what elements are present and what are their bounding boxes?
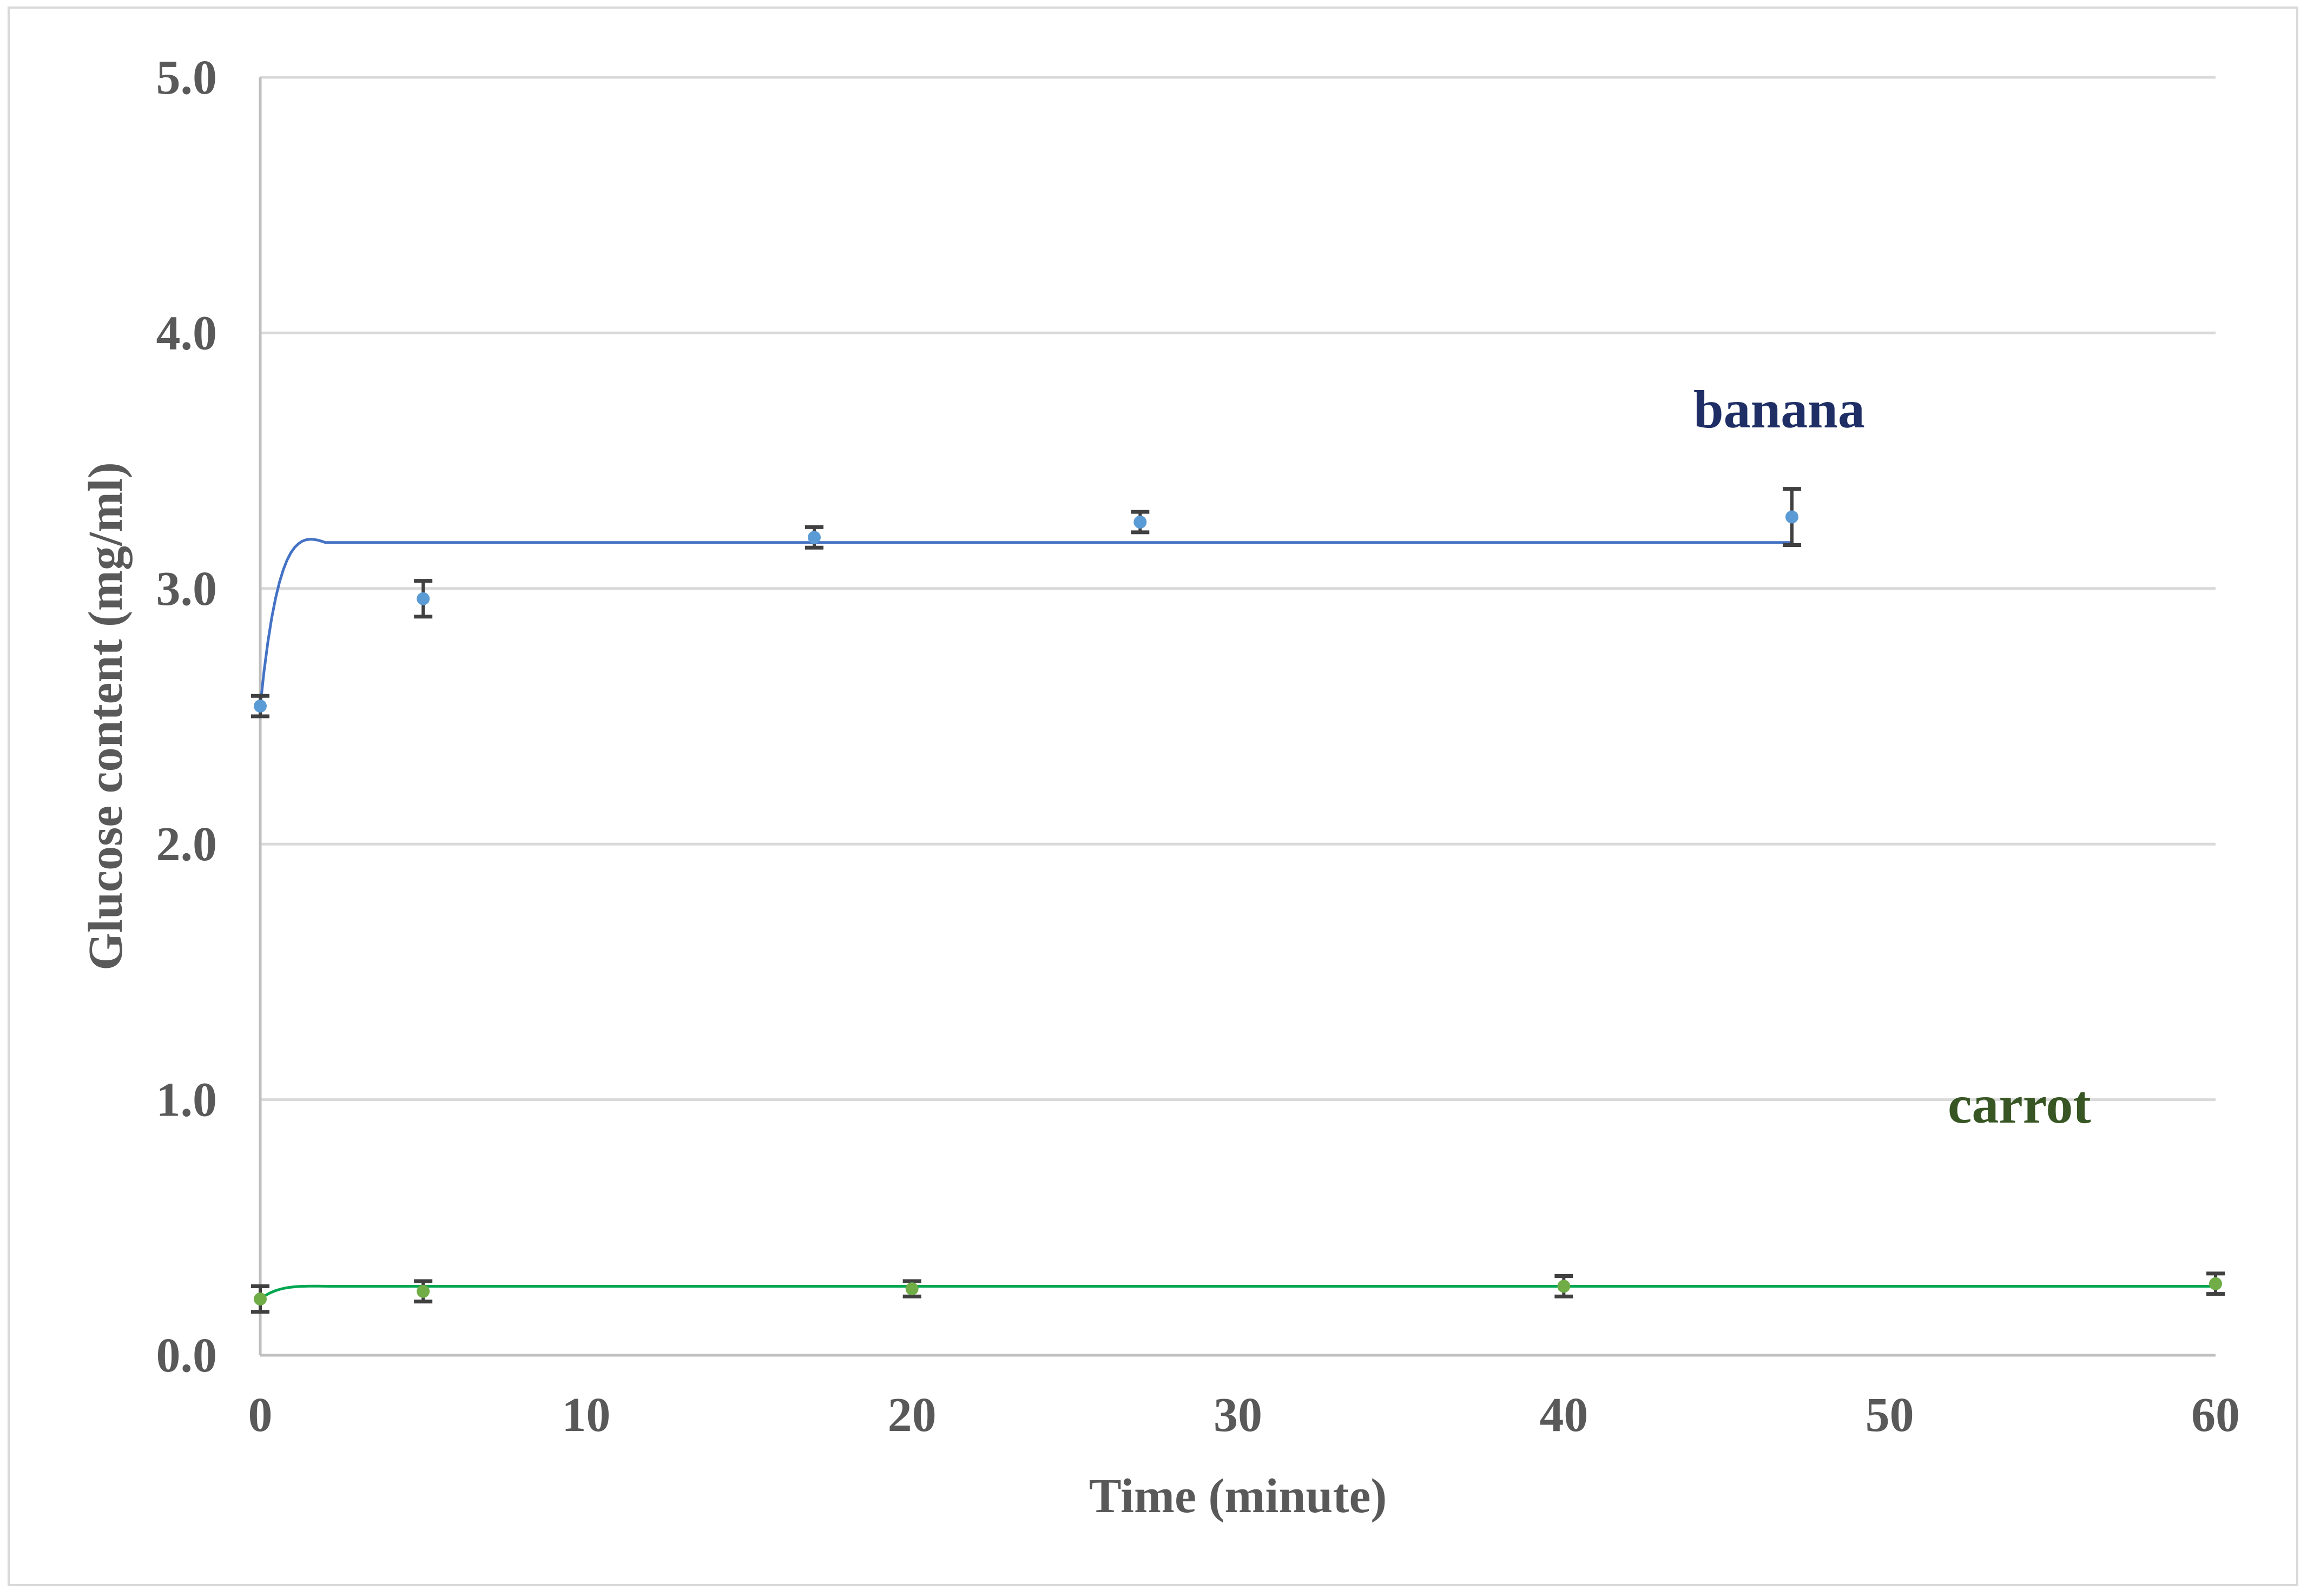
- x-tick-label: 50: [1866, 1388, 1914, 1442]
- x-tick-label: 40: [1539, 1388, 1588, 1442]
- grid-lines: [260, 76, 2216, 1102]
- x-tick-labels: 0 10 20 30 40 50 60: [248, 1388, 2240, 1442]
- x-tick-label: 0: [248, 1388, 273, 1442]
- y-tick-label: 5.0: [156, 51, 217, 104]
- fit-line-carrot: [259, 1284, 2216, 1301]
- fit-line-banana: [259, 538, 1792, 707]
- y-tick-label: 1.0: [156, 1073, 217, 1127]
- x-tick-label: 30: [1214, 1388, 1262, 1442]
- data-point-carrot: [2209, 1277, 2222, 1290]
- data-point-carrot: [905, 1282, 919, 1296]
- x-axis-title: Time (minute): [1089, 1469, 1387, 1523]
- data-point-banana: [254, 700, 267, 713]
- data-point-banana: [417, 592, 430, 605]
- data-point-carrot: [417, 1284, 430, 1298]
- data-point-banana: [1133, 515, 1147, 529]
- data-point-banana: [807, 531, 821, 544]
- series-label-carrot: carrot: [1948, 1074, 2091, 1135]
- data-point-banana: [1785, 510, 1798, 524]
- y-tick-label: 4.0: [156, 306, 217, 360]
- y-tick-label: 3.0: [156, 562, 217, 616]
- x-tick-label: 20: [888, 1388, 937, 1442]
- x-tick-label: 60: [2191, 1388, 2240, 1442]
- series-carrot: [251, 1271, 2225, 1314]
- y-axis-title: Glucose content (mg/ml): [79, 462, 133, 971]
- series-banana: [251, 487, 1801, 718]
- x-tick-label: 10: [562, 1388, 610, 1442]
- data-point-carrot: [254, 1292, 267, 1306]
- series-label-banana: banana: [1693, 379, 1865, 439]
- y-tick-labels: 0.0 1.0 2.0 3.0 4.0 5.0: [156, 51, 217, 1382]
- axes: [259, 77, 2216, 1357]
- chart-frame: [8, 6, 2298, 1586]
- y-tick-label: 2.0: [156, 817, 217, 871]
- y-tick-label: 0.0: [156, 1329, 217, 1382]
- data-point-carrot: [1557, 1280, 1571, 1293]
- series: [251, 487, 2225, 1314]
